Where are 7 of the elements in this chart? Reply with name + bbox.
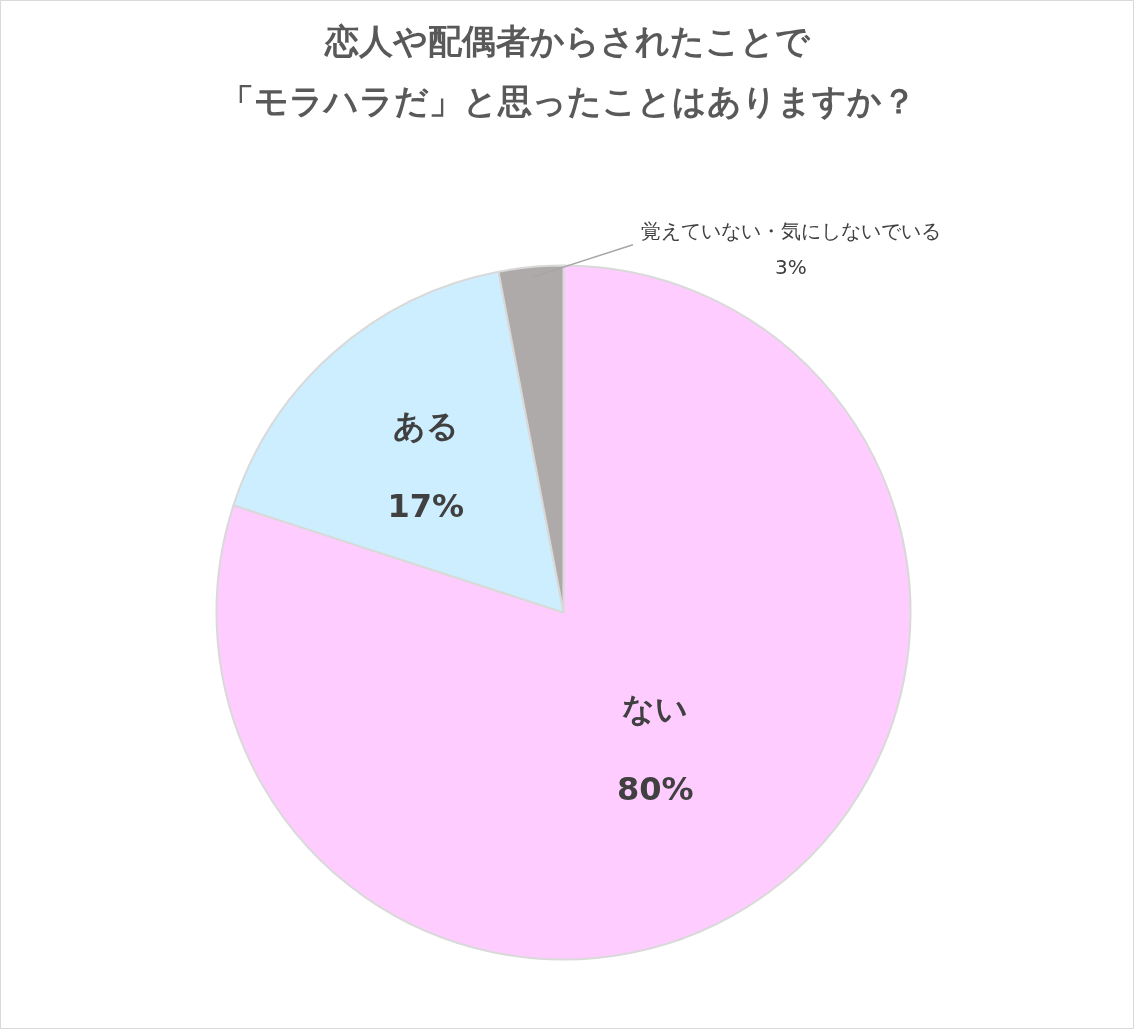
data-label: 80% (616, 769, 694, 808)
slice-label: 覚えていない・気にしないでいる (640, 218, 941, 243)
chart-title: 恋人や配偶者からされたことで「モラハラだ」と思ったことはありますか？ (219, 20, 916, 121)
slice-label: ある (392, 407, 459, 446)
data-label: 3% (775, 254, 807, 279)
slice-label: ない (622, 689, 689, 728)
data-label: 17% (387, 487, 465, 526)
